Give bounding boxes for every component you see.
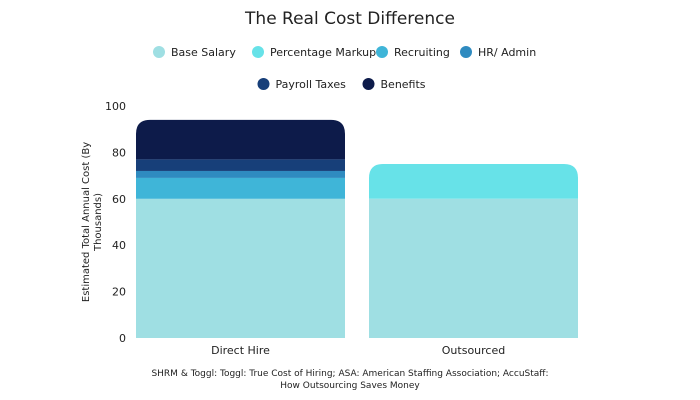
bar-segment-direct-hire-base-salary (136, 198, 345, 338)
y-tick-0: 0 (119, 332, 126, 345)
y-axis-title-line-2: Thousands) (93, 193, 104, 252)
bar-segment-direct-hire-payroll-taxes (136, 159, 345, 171)
bar-outsourced (369, 164, 578, 338)
bar-segment-direct-hire-benefits (136, 119, 345, 160)
x-tick-direct-hire: Direct Hire (211, 344, 270, 357)
y-axis-title: Estimated Total Annual Cost (ByThousands… (81, 142, 104, 302)
bar-segment-outsourced-base-salary (369, 198, 578, 338)
legend-item-base-salary: Base Salary (153, 46, 236, 59)
legend-item-hr-admin: HR/ Admin (460, 46, 536, 59)
legend-item-percentage-markup: Percentage Markup (252, 46, 376, 59)
legend-marker-recruiting (376, 46, 388, 58)
chart-title: The Real Cost Difference (244, 9, 455, 29)
x-tick-outsourced: Outsourced (442, 344, 505, 357)
y-tick-20: 20 (112, 286, 126, 299)
y-tick-40: 40 (112, 239, 126, 252)
legend-marker-hr-admin (460, 46, 472, 58)
bar-segment-outsourced-percentage-markup (369, 164, 578, 199)
legend-label-percentage-markup: Percentage Markup (270, 46, 376, 59)
legend-label-payroll-taxes: Payroll Taxes (276, 78, 347, 91)
legend-label-benefits: Benefits (381, 78, 426, 91)
source-line-1: SHRM & Toggl: Toggl: True Cost of Hiring… (151, 369, 548, 379)
legend-marker-benefits (362, 78, 375, 90)
y-tick-60: 60 (112, 193, 126, 206)
legend-item-payroll-taxes: Payroll Taxes (257, 78, 347, 91)
legend-label-hr-admin: HR/ Admin (478, 46, 536, 59)
bar-direct-hire (136, 119, 345, 338)
bars (136, 119, 578, 338)
bar-segment-direct-hire-recruiting (136, 177, 345, 199)
legend-label-recruiting: Recruiting (394, 46, 450, 59)
legend-label-base-salary: Base Salary (171, 46, 236, 59)
legend-item-recruiting: Recruiting (376, 46, 450, 59)
y-tick-100: 100 (105, 100, 126, 113)
legend-item-benefits: Benefits (362, 78, 426, 91)
source-line-2: How Outsourcing Saves Money (280, 381, 420, 391)
legend-marker-base-salary (153, 46, 165, 58)
y-axis: 0 20 40 60 80 100 (105, 100, 126, 345)
legend: Base Salary Percentage Markup Recruiting HR… (153, 46, 536, 91)
y-axis-title-line-1: Estimated Total Annual Cost (By (81, 142, 92, 302)
bar-segment-direct-hire-hr-admin (136, 170, 345, 178)
y-tick-80: 80 (112, 146, 126, 159)
legend-marker-payroll-taxes (257, 78, 270, 90)
x-axis: Direct Hire Outsourced (211, 344, 505, 357)
legend-marker-percentage-markup (252, 46, 264, 58)
